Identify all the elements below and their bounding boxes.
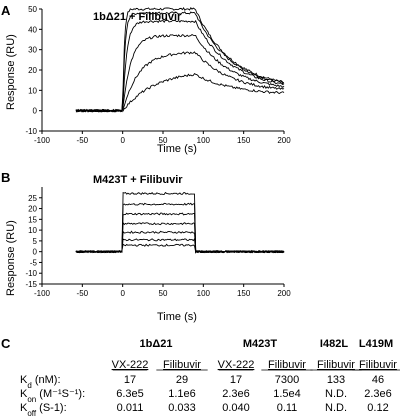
panel-b-xtick-label: 200 — [277, 289, 291, 298]
panel-b-ytick-label: 25 — [28, 194, 37, 203]
panel-b-ytick-label: 5 — [33, 237, 38, 246]
panel-b-ytick-label: -15 — [25, 280, 37, 289]
table-cell: 17 — [124, 374, 136, 386]
panel-a-title: 1bΔ21 + Filibuvir — [93, 11, 182, 23]
panel-a-curves — [75, 7, 285, 113]
panel-b-xlabel: Time (s) — [157, 311, 197, 323]
panel-b-xtick-label: 150 — [237, 289, 251, 298]
panel-a-xtick-label: -100 — [34, 136, 51, 145]
panel-a-xtick-label: 50 — [159, 136, 168, 145]
panel-b-series-5 — [75, 230, 285, 254]
table-column-header: Filibuvir — [163, 359, 201, 371]
panel-a-series-5 — [75, 51, 285, 113]
panel-b-ytick-label: 20 — [28, 205, 37, 214]
panel-a-xtick-label: 200 — [277, 136, 291, 145]
panel-b-xtick-label: 0 — [120, 289, 125, 298]
panel-a: A 1bΔ21 + Filibuvir -100 -50 0 50 100 150 200-… — [1, 3, 291, 155]
table-row-label: Kon (M⁻¹S⁻¹): — [20, 388, 85, 404]
panel-b-ytick-label: 15 — [28, 215, 37, 224]
panel-a-series-2 — [75, 11, 285, 113]
table-cell: 0.040 — [222, 402, 250, 414]
table-cell: 133 — [327, 374, 345, 386]
panel-a-xlabel: Time (s) — [157, 143, 197, 155]
table-column-header: Filibuvir — [317, 359, 355, 371]
panel-a-ytick-label: 20 — [28, 66, 37, 75]
panel-b-xtick-label: 100 — [197, 289, 211, 298]
panel-a-ytick-label: 50 — [28, 5, 37, 14]
panel-b-curves — [75, 191, 285, 254]
panel-b-title: M423T + Filibuvir — [93, 174, 183, 186]
table-cell: 1.1e6 — [168, 388, 196, 400]
panel-a-ylabel: Response (RU) — [5, 34, 17, 110]
panel-b-xtick-label: -100 — [34, 289, 51, 298]
panel-letter-b: B — [1, 170, 10, 185]
panel-a-ytick-label: 10 — [28, 86, 37, 95]
panel-a-xtick-label: 0 — [120, 136, 125, 145]
panel-b-series-1 — [75, 191, 285, 254]
table-group-header: M423T — [243, 338, 278, 350]
table-cell: 2.3e6 — [364, 388, 392, 400]
panel-a-ytick-label: 30 — [28, 46, 37, 55]
panel-b-ytick-label: 10 — [28, 226, 37, 235]
panel-a-series-3 — [75, 19, 285, 113]
panel-b-series-4 — [75, 221, 285, 254]
table-column-header: Filibuvir — [268, 359, 306, 371]
panel-b-xtick-label: 50 — [159, 289, 168, 298]
panel-c-table: C 1bΔ21 M423T I482L L419M VX-222 Filibuvir VX-… — [1, 336, 400, 418]
panel-b-series-6 — [75, 237, 285, 254]
panel-b-series-7 — [75, 243, 285, 254]
table-column-header: Filibuvir — [359, 359, 397, 371]
table-row-label: Koff (S-1): — [20, 402, 67, 418]
table-group-header: L419M — [359, 338, 393, 350]
table-cell: 29 — [176, 374, 188, 386]
table-group-header: I482L — [320, 338, 348, 350]
panel-a-xtick-label: 100 — [197, 136, 211, 145]
table-group-header: 1bΔ21 — [140, 338, 173, 350]
table-cell: N.D. — [325, 402, 347, 414]
kinetics-table: 1bΔ21 M423T I482L L419M VX-222 Filibuvir VX-22… — [20, 338, 400, 418]
panel-letter-a: A — [1, 3, 11, 18]
table-cell: 7300 — [275, 374, 299, 386]
panel-b-ytick-label: -10 — [25, 269, 37, 278]
table-column-header: VX-222 — [112, 359, 149, 371]
panel-a-xtick-label: 150 — [237, 136, 251, 145]
panel-b-xtick-label: -50 — [77, 289, 89, 298]
table-cell: 1.5e4 — [273, 388, 301, 400]
panel-b-ylabel: Response (RU) — [5, 220, 17, 296]
table-row-label: Kd (nM): — [20, 374, 61, 390]
panel-a-ytick-label: 0 — [33, 107, 38, 116]
table-cell: 0.11 — [277, 402, 298, 414]
table-cell: 46 — [372, 374, 384, 386]
table-column-header: VX-222 — [218, 359, 255, 371]
panel-a-ytick-label: 40 — [28, 25, 37, 34]
table-cell: 6.3e5 — [116, 388, 144, 400]
panel-b-ytick-label: -5 — [30, 258, 38, 267]
table-cell: 0.033 — [168, 402, 196, 414]
table-cell: 17 — [230, 374, 242, 386]
panel-b: B M423T + Filibuvir -100 -50 0 50 100 150 200-… — [1, 170, 291, 323]
panel-letter-c: C — [1, 336, 11, 351]
panel-a-series-1 — [75, 7, 285, 113]
table-cell: 0.12 — [367, 402, 388, 414]
table-cell: N.D. — [325, 388, 347, 400]
table-cell: 0.011 — [117, 402, 144, 414]
table-cell: 2.3e6 — [222, 388, 250, 400]
panel-a-ytick-label: -10 — [25, 127, 37, 136]
panel-b-ytick-label: 0 — [33, 248, 38, 257]
panel-b-series-3 — [75, 212, 285, 254]
panel-a-series-6 — [75, 72, 285, 113]
panel-a-xtick-label: -50 — [77, 136, 89, 145]
